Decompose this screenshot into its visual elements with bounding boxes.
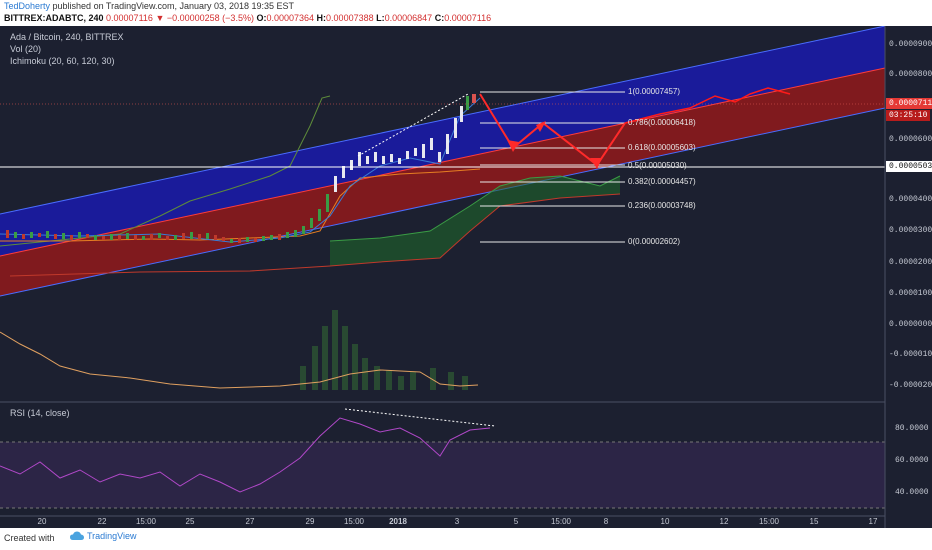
price-trendline [357,93,469,157]
time-axis-label: 22 [97,517,107,526]
author-link[interactable]: TedDoherty [4,1,51,11]
time-axis-label: 10 [660,517,670,526]
time-axis-label: 17 [868,517,878,526]
fib-label-0236: 0.236(0.00003748) [628,201,696,210]
time-axis-label: 3 [454,517,460,526]
candles-rally [334,94,476,192]
tradingview-brand: TradingView [87,531,137,541]
ohlc-high-key: H: [316,13,327,23]
ichimoku-span-a [329,175,621,242]
rsi-axis-label: 60.0000 [895,456,929,465]
publish-line: TedDoherty published on TradingView.com,… [4,1,294,11]
last-price-tag: 0.00007116 [886,98,932,109]
time-axis-label: 15:00 [343,517,365,526]
rsi-band [0,442,885,508]
cloud-icon [70,531,84,540]
ohlc-open-key: O: [256,13,267,23]
fib-label-05: 0.5(0.00005030) [628,161,687,170]
price-axis-label: 0.00000000 [889,320,932,329]
time-axis-label: 15:00 [550,517,572,526]
fib-label-0618: 0.618(0.00005603) [628,143,696,152]
ohlc-low-key: L: [376,13,385,23]
time-axis-label: 25 [185,517,195,526]
rsi-axis-label: 40.0000 [895,488,929,497]
symbol-label[interactable]: BITTREX:ADABTC, 240 [4,13,104,23]
rsi-trendline [344,408,496,427]
arrow-head-2 [536,121,546,132]
ohlc-open-value: 0.00007364 [266,13,315,23]
last-value: 0.00007116 [106,13,153,23]
chart-title-legend[interactable]: Ada / Bitcoin, 240, BITTREX [10,32,124,42]
time-axis-label: 5 [513,517,519,526]
countdown-tag: 03:25:10 [886,110,931,121]
time-axis-label: 2018 [389,517,407,526]
channel-mid-line [0,67,886,257]
time-axis-label: 15 [809,517,819,526]
time-axis-label: 12 [719,517,729,526]
candles-low [6,194,329,243]
volume-bars [300,310,468,390]
rsi-line [0,417,491,493]
ichimoku-cloud [330,176,620,266]
time-axis-label: 29 [305,517,315,526]
time-axis-label: 15:00 [135,517,157,526]
channel-bottom-line [0,107,886,297]
arrow-head-1 [507,140,519,152]
channel-upper-band [0,26,885,256]
ohlc-close-value: 0.00007116 [444,13,492,23]
ohlc-low-value: 0.00006847 [384,13,433,23]
created-with-text: Created with [4,533,55,543]
chart-drawing [0,26,886,528]
fib-label-1: 1(0.00007457) [628,87,681,96]
chart-canvas[interactable]: Ada / Bitcoin, 240, BITTREX Vol (20) Ich… [0,26,932,528]
down-arrow-icon: ▼ [155,13,165,23]
fib-label-0382: 0.382(0.00004457) [628,177,696,186]
fib-label-0786: 0.786(0.00006418) [628,118,696,127]
published-text: published on TradingView.com, January 03… [50,1,295,11]
channel-top-line [0,26,886,215]
ichimoku-legend[interactable]: Ichimoku (20, 60, 120, 30) [10,56,115,66]
rsi-legend[interactable]: RSI (14, close) [10,408,70,418]
change-value: −0.00000258 (−3.5%) [166,13,254,23]
chart-header: TedDoherty published on TradingView.com,… [0,0,932,26]
ohlc-close-key: C: [434,13,445,23]
volume-ma-line [0,331,479,389]
time-axis-label: 20 [37,517,47,526]
symbol-line: BITTREX:ADABTC, 240 0.00007116 ▼ −0.0000… [4,13,491,23]
time-axis-label: 8 [603,517,609,526]
vol-legend[interactable]: Vol (20) [10,44,42,54]
arrow-head-3 [590,158,602,169]
channel-lower-band [0,68,885,296]
rsi-axis-label: 80.0000 [895,424,929,433]
tradingview-link[interactable]: TradingView [70,531,137,541]
ohlc-high-value: 0.00007388 [326,13,374,23]
fib-label-0: 0(0.00002602) [628,237,681,246]
fib-levels [480,91,625,243]
footer: Created with TradingView [0,528,932,550]
price-line-tag: 0.00005033 [886,161,932,172]
forecast-line [624,87,791,124]
time-axis-label: 15:00 [758,517,780,526]
time-axis-label: 27 [245,517,255,526]
ichimoku-span-b [9,193,621,277]
